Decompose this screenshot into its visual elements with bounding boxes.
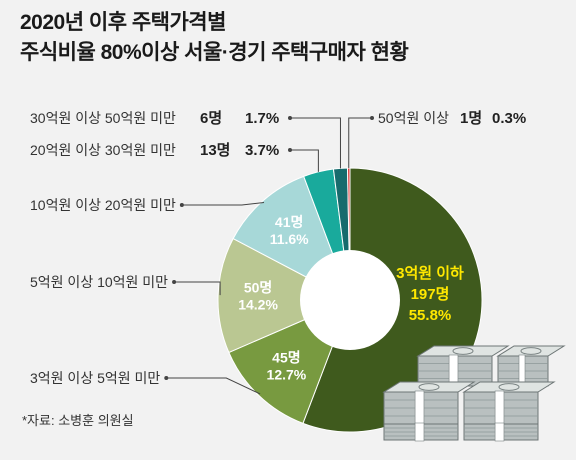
slice-label-1-count: 45명 xyxy=(272,349,300,365)
source-note: *자료: 소병훈 의원실 xyxy=(22,413,134,428)
slice-label-0-category: 3억원 이하 xyxy=(396,264,464,282)
leader-dot-6 xyxy=(370,116,374,120)
category-label-5: 30억원 이상 50억원 미만 xyxy=(30,110,176,126)
percent-label-4: 3.7% xyxy=(245,142,279,159)
leader-lines xyxy=(164,116,374,395)
leader-line-2 xyxy=(174,281,221,296)
leader-line-1 xyxy=(166,377,261,395)
leader-line-6 xyxy=(348,117,372,169)
donut-hole xyxy=(300,250,400,350)
count-label-6: 1명 xyxy=(460,109,482,127)
pie-slice-2 xyxy=(217,237,352,354)
category-label-4: 20억원 이상 30억원 미만 xyxy=(30,142,176,158)
leader-line-5 xyxy=(290,117,341,169)
leader-dot-3 xyxy=(179,203,184,207)
category-label-1: 3억원 이상 5억원 미만 xyxy=(30,370,160,386)
slice-label-2-percent: 14.2% xyxy=(238,297,278,313)
money-stack-icon xyxy=(382,345,566,442)
count-label-4: 13명 xyxy=(200,141,231,159)
slice-label-1-percent: 12.7% xyxy=(267,366,307,382)
percent-label-6: 0.3% xyxy=(492,110,526,127)
category-label-6: 50억원 이상 xyxy=(378,110,449,126)
chart-title: 2020년 이후 주택가격별 주식비율 80%이상 서울·경기 주택구매자 현황 xyxy=(20,8,409,68)
leader-dot-1 xyxy=(164,376,169,380)
slice-label-3-count: 41명 xyxy=(275,214,303,230)
slice-label-0-count: 197명 xyxy=(411,285,450,303)
slice-label-2-count: 50명 xyxy=(244,280,272,296)
percent-label-5: 1.7% xyxy=(245,110,279,127)
category-label-2: 5억원 이상 10억원 미만 xyxy=(30,274,168,290)
slice-label-3-percent: 11.6% xyxy=(270,231,309,247)
leader-dot-4 xyxy=(288,148,292,152)
category-label-3: 10억원 이상 20억원 미만 xyxy=(30,197,176,213)
leader-dot-5 xyxy=(288,116,292,120)
slice-label-0-percent: 55.8% xyxy=(409,307,452,324)
count-label-5: 6명 xyxy=(200,109,222,127)
leader-dot-2 xyxy=(172,280,177,284)
title-line-2: 주식비율 80%이상 서울·경기 주택구매자 현황 xyxy=(20,41,409,64)
leader-line-3 xyxy=(181,201,265,206)
title-line-1: 2020년 이후 주택가격별 xyxy=(20,11,226,34)
leader-line-4 xyxy=(290,149,319,172)
